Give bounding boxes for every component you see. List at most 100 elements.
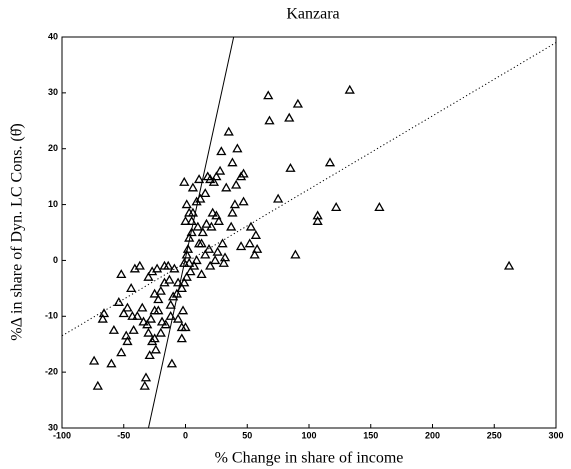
y-tick-label: 30 (48, 422, 58, 432)
y-axis-label: %Δ in share of Dyn. LC Cons. (θ̂) (9, 123, 26, 340)
point (149, 305, 160, 315)
point (126, 283, 137, 293)
point (186, 216, 197, 225)
point (180, 322, 191, 332)
point (186, 227, 197, 237)
point (331, 202, 342, 212)
point (203, 243, 215, 253)
point (143, 327, 154, 337)
point (171, 288, 182, 298)
point (134, 260, 145, 270)
point (176, 333, 187, 343)
point (147, 266, 158, 276)
point (181, 199, 192, 209)
point (151, 263, 163, 273)
point (284, 112, 295, 122)
point (159, 260, 170, 270)
point (166, 358, 178, 368)
point (221, 182, 232, 192)
point (285, 162, 296, 172)
point (217, 238, 228, 248)
point (140, 372, 152, 382)
point (138, 316, 149, 326)
point (128, 324, 139, 334)
point (150, 344, 161, 354)
point (201, 218, 212, 228)
point (106, 358, 117, 368)
y-tick-label: 40 (48, 31, 58, 41)
point (218, 257, 229, 267)
point (216, 146, 227, 156)
point (122, 336, 133, 346)
x-axis-label: % Change in share of income (215, 450, 404, 467)
y-tick-label: 10 (48, 199, 58, 209)
y-tick-label: 30 (48, 87, 58, 97)
point (184, 257, 195, 267)
point (238, 168, 249, 178)
point (116, 269, 127, 279)
point (238, 196, 249, 206)
y-tick-label: -20 (45, 367, 58, 377)
point (273, 193, 284, 203)
point (176, 283, 187, 293)
point (155, 327, 166, 337)
point (197, 227, 208, 237)
point (226, 221, 237, 231)
point (212, 246, 223, 256)
point (191, 255, 202, 265)
point (179, 176, 190, 186)
point (200, 249, 211, 259)
point (116, 347, 127, 357)
point (88, 355, 100, 365)
x-tick-label: 150 (363, 430, 378, 440)
point (127, 310, 138, 320)
point (181, 271, 192, 281)
point (181, 249, 192, 259)
point (137, 302, 148, 312)
point (156, 316, 168, 326)
point (122, 302, 133, 312)
point (143, 271, 154, 281)
x-tick-label: 50 (242, 430, 252, 440)
point (210, 255, 221, 265)
point (263, 90, 274, 100)
point (312, 210, 323, 220)
point (229, 199, 241, 209)
point (108, 324, 119, 334)
point (113, 297, 124, 306)
point (219, 252, 231, 262)
point (244, 238, 255, 248)
point (179, 277, 190, 287)
point (324, 157, 336, 167)
point (249, 249, 260, 259)
point (503, 260, 515, 270)
point (132, 310, 143, 320)
point (223, 126, 234, 136)
point (213, 216, 224, 225)
y-tick-label: -10 (45, 311, 58, 321)
point (207, 207, 218, 217)
point (235, 241, 247, 251)
point (118, 308, 129, 318)
point (182, 243, 194, 253)
x-tick-label: 250 (487, 430, 502, 440)
point (250, 229, 262, 239)
point (185, 266, 196, 276)
point (177, 305, 189, 315)
point (374, 202, 385, 212)
point (153, 294, 164, 304)
point (193, 174, 205, 184)
point (191, 196, 202, 206)
point (92, 380, 103, 390)
point (252, 243, 263, 253)
point (179, 257, 190, 267)
point (292, 98, 304, 108)
y-tick-label: 20 (48, 143, 58, 153)
point (165, 299, 176, 309)
point (180, 216, 191, 225)
point (187, 182, 199, 192)
point (196, 269, 207, 279)
point (165, 310, 176, 320)
point (211, 171, 222, 181)
x-tick-label: 200 (425, 430, 440, 440)
